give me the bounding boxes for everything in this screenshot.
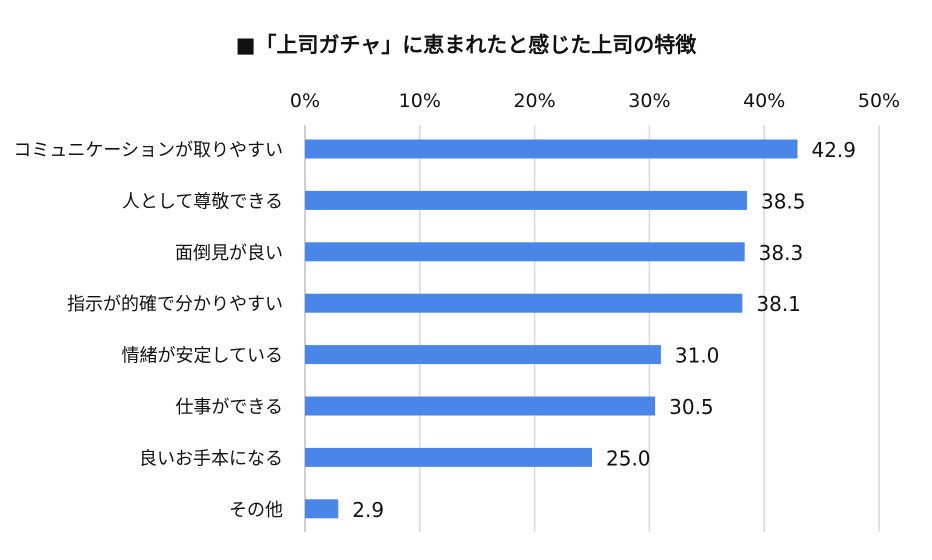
x-axis-ticks: 0% 10% 20% 30% 40% 50% (290, 90, 900, 112)
bar (305, 242, 745, 262)
bars (305, 139, 798, 519)
data-label: 25.0 (606, 446, 651, 470)
category-labels: コミュニケーションが取りやすい人として尊敬できる面倒見が良い指示が的確で分かりや… (13, 140, 283, 521)
x-tick-label: 0% (290, 90, 320, 112)
chart-title: ■「上司ガチャ」に恵まれたと感じた上司の特徴 (236, 33, 698, 57)
category-label: その他 (229, 500, 283, 521)
bar (305, 447, 592, 467)
bar (305, 293, 743, 313)
category-label: 指示が的確で分かりやすい (67, 294, 283, 315)
bar (305, 396, 656, 416)
data-label: 38.1 (756, 292, 801, 316)
data-label: 42.9 (811, 138, 856, 162)
data-label: 38.5 (761, 189, 806, 213)
value-labels: 42.9 38.5 38.3 38.1 31.0 30.5 25.0 2.9 (352, 138, 856, 522)
category-label: コミュニケーションが取りやすい (13, 140, 283, 161)
bar (305, 139, 798, 159)
data-label: 38.3 (759, 241, 804, 265)
bar (305, 499, 339, 519)
x-tick-label: 50% (858, 90, 900, 112)
data-label: 2.9 (352, 498, 384, 522)
category-label: 良いお手本になる (139, 448, 283, 469)
category-label: 情緒が安定している (122, 346, 283, 367)
x-tick-label: 10% (399, 90, 441, 112)
x-tick-label: 30% (628, 90, 670, 112)
bar (305, 190, 747, 210)
category-label: 人として尊敬できる (122, 191, 283, 212)
category-label: 仕事ができる (175, 397, 283, 418)
gridlines (304, 125, 880, 532)
data-label: 30.5 (669, 395, 714, 419)
bar (305, 345, 661, 365)
category-label: 面倒見が良い (175, 243, 283, 264)
x-tick-label: 20% (513, 90, 555, 112)
data-label: 31.0 (675, 344, 720, 368)
x-tick-label: 40% (743, 90, 785, 112)
